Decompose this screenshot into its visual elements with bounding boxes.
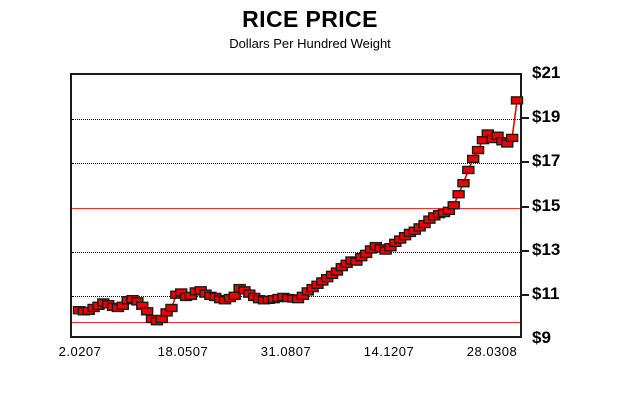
data-point-marker	[447, 201, 460, 210]
data-point-marker	[471, 145, 485, 155]
reference-line-1	[72, 322, 520, 324]
y-axis-label-17: $17	[532, 151, 561, 171]
data-point-marker	[165, 303, 178, 313]
gridline-13	[72, 251, 520, 253]
y-axis-label-19: $19	[532, 107, 561, 127]
data-point-marker	[467, 154, 480, 164]
data-point-marker	[510, 96, 524, 105]
y-axis-label-9: $9	[532, 328, 551, 347]
data-point-marker	[505, 133, 519, 143]
price-series	[72, 96, 524, 326]
data-point-marker	[462, 165, 475, 175]
gridline-17	[72, 163, 520, 165]
y-axis-tick-15	[522, 205, 529, 208]
y-axis-tick-13	[522, 249, 529, 252]
series-markers	[72, 96, 524, 326]
chart-title: RICE PRICE	[242, 6, 378, 32]
data-point-marker	[452, 190, 465, 199]
data-point-marker	[457, 179, 470, 188]
gridline-19	[72, 119, 520, 121]
y-axis-label-13: $13	[532, 239, 561, 259]
x-axis-label-3: 14.1207	[363, 344, 415, 359]
x-axis-label-0: 2.0207	[58, 344, 102, 359]
y-axis-label-15: $15	[532, 195, 561, 215]
y-axis-label-21: $21	[532, 63, 561, 82]
data-point-marker	[228, 291, 241, 301]
chart-subtitle: Dollars Per Hundred Weight	[229, 36, 391, 51]
reference-line-0	[72, 207, 520, 209]
x-axis-label-2: 31.0807	[260, 344, 312, 359]
x-axis-label-1: 18.0507	[157, 344, 209, 359]
x-axis-label-4: 28.0308	[466, 344, 518, 359]
y-axis-label-11: $11	[532, 283, 560, 303]
y-axis-tick-19	[522, 117, 529, 120]
plot-inner	[72, 75, 524, 336]
data-point-marker	[140, 307, 154, 316]
y-axis-tick-11	[522, 293, 529, 296]
plot-area	[70, 73, 524, 338]
y-axis-tick-17	[522, 161, 529, 164]
